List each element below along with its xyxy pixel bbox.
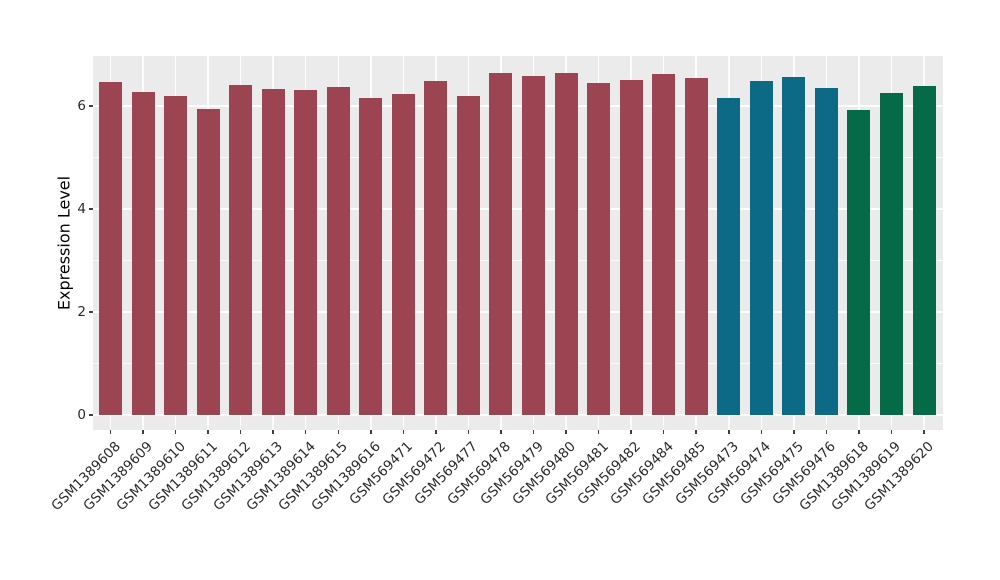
bar	[749, 81, 773, 415]
bar	[587, 82, 611, 415]
bar	[652, 74, 676, 415]
x-axis-tick	[207, 430, 209, 434]
bar	[424, 81, 448, 415]
bar	[522, 76, 546, 415]
bar	[684, 78, 708, 415]
x-axis-tick	[695, 430, 697, 434]
x-axis-tick	[435, 430, 437, 434]
x-axis-tick	[728, 430, 730, 434]
gridline-horizontal-minor	[93, 260, 943, 261]
x-axis-tick	[630, 430, 632, 434]
bar	[261, 89, 285, 415]
bar	[359, 97, 383, 415]
bar	[99, 82, 122, 415]
x-axis-tick	[239, 430, 242, 434]
x-axis-tick	[370, 430, 372, 434]
bar	[164, 96, 188, 415]
y-tick-label: 2	[77, 303, 86, 320]
bar	[717, 97, 741, 415]
x-axis-tick	[825, 430, 828, 434]
bar	[456, 96, 480, 415]
gridline-horizontal-major	[93, 414, 943, 416]
x-axis-tick	[109, 430, 112, 434]
bar	[391, 94, 415, 415]
x-axis-tick	[760, 430, 763, 434]
x-axis-tick	[662, 430, 665, 434]
x-axis-tick	[890, 430, 893, 434]
plot-panel	[93, 56, 943, 430]
x-axis-tick	[142, 430, 144, 434]
gridline-horizontal-minor	[93, 157, 943, 158]
bar	[879, 93, 903, 415]
x-axis-tick	[467, 430, 470, 434]
x-axis-tick	[597, 430, 600, 434]
bar	[814, 87, 838, 415]
x-axis-tick	[402, 430, 405, 434]
y-axis-title: Expression Level	[54, 175, 74, 311]
bar	[782, 77, 806, 415]
x-axis-tick	[304, 430, 307, 434]
bar	[847, 109, 871, 415]
x-axis-tick	[272, 430, 274, 434]
y-tick-label: 4	[77, 200, 86, 217]
x-axis-tick	[565, 430, 567, 434]
bar	[619, 80, 643, 415]
bar	[554, 73, 578, 415]
x-axis-tick	[532, 430, 535, 434]
x-axis-tick	[793, 430, 795, 434]
gridline-horizontal-major	[93, 105, 943, 107]
gridline-horizontal-minor	[93, 363, 943, 364]
x-axis-tick	[500, 430, 502, 434]
bar	[131, 92, 155, 415]
x-axis-tick	[923, 430, 925, 434]
y-axis-tick	[89, 208, 93, 210]
bar	[229, 84, 253, 415]
bar	[196, 108, 220, 415]
gridline-horizontal-major	[93, 311, 943, 313]
bar	[912, 86, 936, 415]
y-tick-label: 6	[77, 97, 86, 114]
gridline-horizontal-major	[93, 208, 943, 210]
y-tick-label: 0	[77, 406, 86, 423]
x-axis-tick	[858, 430, 860, 434]
bar	[326, 86, 350, 415]
x-axis-tick	[337, 430, 340, 434]
bar	[294, 90, 318, 415]
y-axis-tick	[89, 311, 93, 313]
y-axis-tick	[89, 414, 93, 416]
y-axis-tick	[89, 105, 93, 107]
bar	[489, 73, 513, 415]
x-axis-tick	[174, 430, 177, 434]
